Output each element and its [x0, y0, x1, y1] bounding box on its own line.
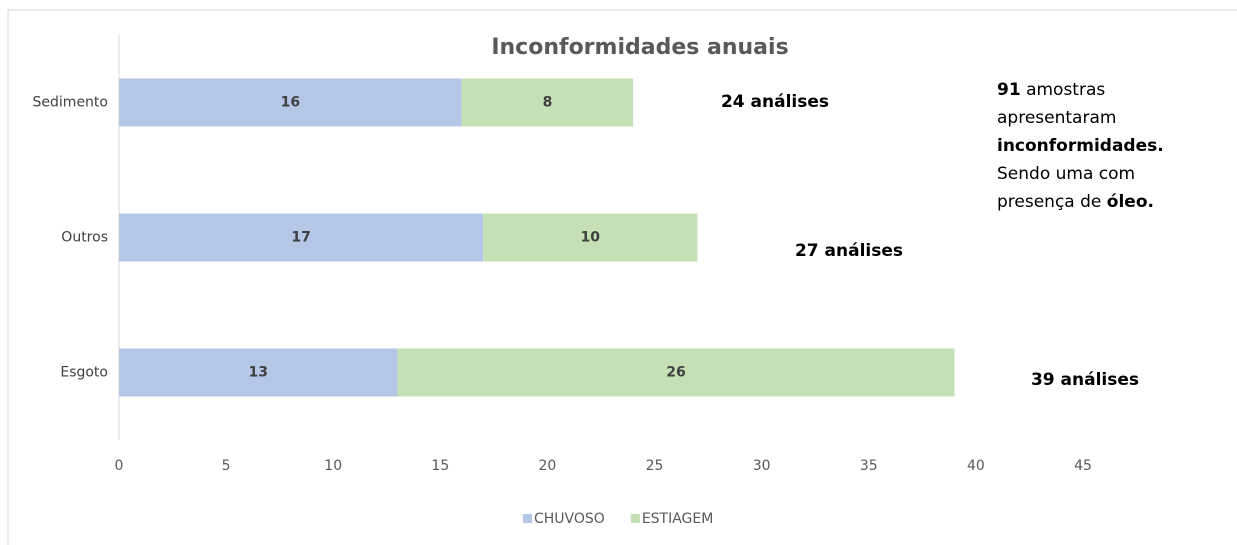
data-label: 10: [581, 230, 601, 246]
x-tick-label: 35: [860, 458, 878, 474]
bar-segment: [119, 78, 462, 127]
note-segment: inconformidades.: [997, 136, 1164, 156]
x-tick-label: 0: [115, 458, 124, 474]
bar-segment: [483, 213, 698, 262]
annotation: 39 análises: [1031, 370, 1139, 390]
note-segment: presença de: [997, 192, 1107, 212]
annotation: 27 análises: [795, 241, 903, 261]
bar-segment: [119, 348, 398, 397]
x-tick-label: 20: [539, 458, 557, 474]
annotation: 24 análises: [721, 92, 829, 112]
x-tick-label: 45: [1074, 458, 1092, 474]
note-line: presença de óleo.: [997, 192, 1154, 212]
y-tick-label: Esgoto: [60, 365, 108, 381]
data-label: 16: [281, 95, 300, 111]
note-segment: 91: [997, 80, 1021, 100]
note-segment: amostras: [1021, 80, 1106, 100]
chart-title: Inconformidades anuais: [491, 35, 788, 60]
data-label: 26: [666, 365, 685, 381]
x-tick-label: 30: [753, 458, 771, 474]
data-label: 13: [249, 365, 268, 381]
note-line: inconformidades.: [997, 136, 1164, 156]
legend-marker: [630, 514, 640, 523]
bar-segment: [119, 213, 484, 262]
legend-marker: [523, 514, 532, 523]
bar-segment: [397, 348, 955, 397]
x-tick-label: 40: [967, 458, 985, 474]
x-tick-label: 25: [646, 458, 664, 474]
note-segment: Sendo uma com: [997, 164, 1135, 184]
note-line: 91 amostras: [997, 80, 1105, 100]
legend-label: ESTIAGEM: [642, 511, 714, 527]
x-tick-label: 10: [324, 458, 342, 474]
legend-label: CHUVOSO: [534, 511, 605, 527]
x-tick-label: 15: [431, 458, 449, 474]
chart-border: [7, 9, 1237, 545]
note-segment: óleo.: [1107, 192, 1154, 212]
note-line: apresentaram: [997, 108, 1116, 128]
data-label: 17: [291, 230, 310, 246]
y-tick-label: Outros: [61, 230, 108, 246]
bar-segment: [461, 78, 634, 127]
legend: CHUVOSO ESTIAGEM: [523, 511, 713, 527]
note-line: Sendo uma com: [997, 164, 1135, 184]
y-tick-label: Sedimento: [33, 95, 108, 111]
note-segment: apresentaram: [997, 108, 1116, 128]
x-tick-label: 5: [222, 458, 231, 474]
data-label: 8: [543, 95, 553, 111]
